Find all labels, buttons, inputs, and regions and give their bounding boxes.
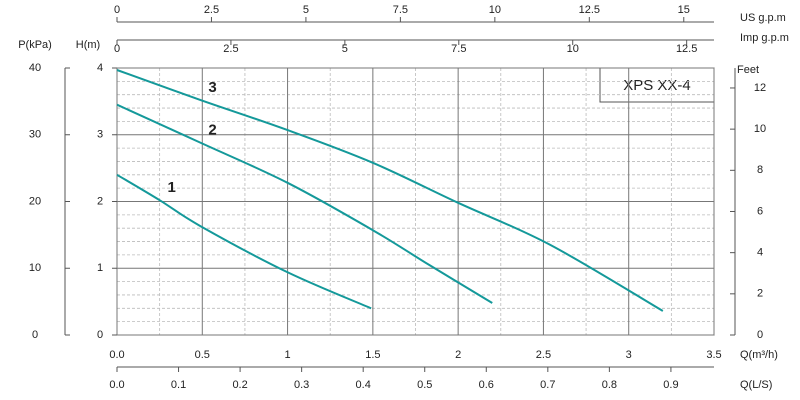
secondary-axis-label: Feet bbox=[737, 64, 759, 76]
secondary-tick-label: 30 bbox=[29, 129, 41, 141]
secondary-tick-label: 12.5 bbox=[676, 43, 697, 55]
secondary-tick-label: 4 bbox=[757, 247, 763, 259]
secondary-tick-label: 0 bbox=[757, 329, 763, 341]
secondary-axis-label: Imp g.p.m bbox=[740, 32, 789, 44]
x-tick-label: 2.5 bbox=[536, 349, 551, 361]
y-axis-label: H(m) bbox=[76, 39, 100, 51]
pump-curve bbox=[116, 173, 372, 310]
y-tick-label: 2 bbox=[97, 195, 103, 207]
secondary-tick-label: 0 bbox=[32, 329, 38, 341]
x-tick-label: 0.5 bbox=[195, 349, 210, 361]
secondary-tick-label: 5 bbox=[303, 4, 309, 16]
secondary-tick-label: 20 bbox=[29, 195, 41, 207]
secondary-tick-label: 2.5 bbox=[204, 4, 219, 16]
secondary-axis-label: Q(L/S) bbox=[740, 379, 772, 391]
x-tick-label: 3 bbox=[626, 349, 632, 361]
secondary-tick-label: 0.3 bbox=[294, 379, 309, 391]
secondary-tick-label: 10 bbox=[29, 262, 41, 274]
secondary-tick-label: 8 bbox=[757, 164, 763, 176]
x-tick-label: 3.5 bbox=[706, 349, 721, 361]
secondary-tick-label: 7.5 bbox=[393, 4, 408, 16]
x-tick-label: 0.0 bbox=[109, 349, 124, 361]
secondary-tick-label: 7.5 bbox=[451, 43, 466, 55]
y-tick-label: 3 bbox=[97, 129, 103, 141]
secondary-tick-label: 0.6 bbox=[479, 379, 494, 391]
secondary-tick-label: 0.8 bbox=[602, 379, 617, 391]
curve-label: 3 bbox=[208, 79, 216, 96]
secondary-tick-label: 12.5 bbox=[579, 4, 600, 16]
secondary-tick-label: 0.2 bbox=[232, 379, 247, 391]
secondary-tick-label: 6 bbox=[757, 205, 763, 217]
secondary-tick-label: 0.7 bbox=[540, 379, 555, 391]
secondary-tick-label: 40 bbox=[29, 62, 41, 74]
x-tick-label: 1.5 bbox=[365, 349, 380, 361]
secondary-tick-label: 12 bbox=[754, 82, 766, 94]
secondary-tick-label: 5 bbox=[342, 43, 348, 55]
secondary-tick-label: 0.5 bbox=[417, 379, 432, 391]
secondary-tick-label: 10 bbox=[489, 4, 501, 16]
secondary-tick-label: 0.0 bbox=[109, 379, 124, 391]
y-tick-label: 4 bbox=[97, 62, 103, 74]
secondary-tick-label: 10 bbox=[567, 43, 579, 55]
secondary-tick-label: 0 bbox=[114, 43, 120, 55]
secondary-tick-label: 0 bbox=[114, 4, 120, 16]
secondary-axis-label: P(kPa) bbox=[18, 39, 52, 51]
curve-label: 2 bbox=[208, 122, 216, 139]
secondary-tick-label: 15 bbox=[678, 4, 690, 16]
x-tick-label: 1 bbox=[285, 349, 291, 361]
pump-curve bbox=[116, 103, 493, 304]
secondary-tick-label: 0.4 bbox=[356, 379, 371, 391]
secondary-tick-label: 2.5 bbox=[223, 43, 238, 55]
secondary-tick-label: 0.9 bbox=[663, 379, 678, 391]
curve-label: 1 bbox=[167, 179, 175, 196]
secondary-tick-label: 0.1 bbox=[171, 379, 186, 391]
y-tick-label: 0 bbox=[97, 329, 103, 341]
secondary-tick-label: 10 bbox=[754, 123, 766, 135]
secondary-axis-label: US g.p.m bbox=[740, 12, 786, 24]
pump-curve bbox=[116, 69, 664, 312]
model-title: XPS XX-4 bbox=[623, 77, 691, 94]
model-box bbox=[599, 67, 715, 103]
x-tick-label: 2 bbox=[455, 349, 461, 361]
secondary-tick-label: 2 bbox=[757, 288, 763, 300]
y-tick-label: 1 bbox=[97, 262, 103, 274]
x-axis-label: Q(m³/h) bbox=[740, 349, 778, 361]
